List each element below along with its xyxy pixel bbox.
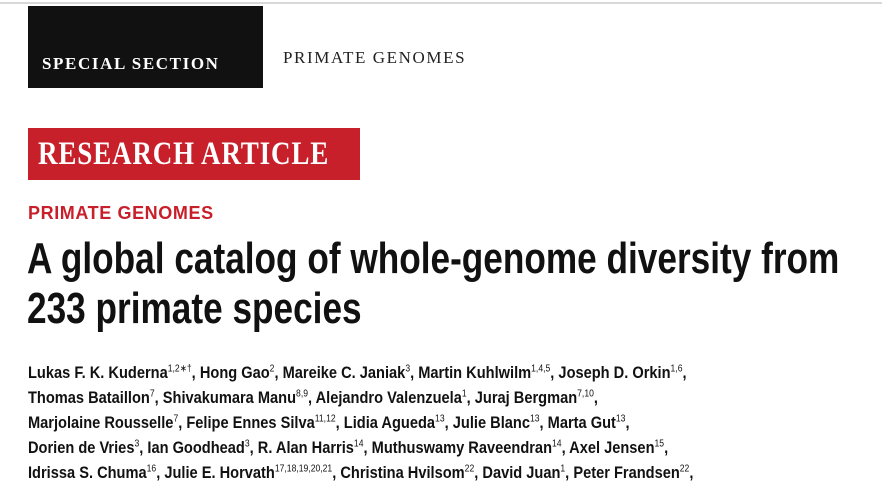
author-name: Joseph D. Orkin [558,363,671,382]
affiliation: 7 [149,388,155,400]
author-name: Marjolaine Rousselle [28,413,174,432]
affiliation: 11,12 [314,413,336,425]
author-name: R. Alan Harris [257,438,354,457]
affiliation: 13 [529,413,540,425]
author-name: Lukas F. K. Kuderna [28,363,168,382]
author-name: Julie E. Horvath [164,463,275,482]
author-name: Idrissa S. Chuma [28,463,147,482]
author-name: Ian Goodhead [147,438,245,457]
separator: , [274,363,279,382]
affiliation: 16 [146,463,157,475]
author-name: Dorien de Vries [28,438,135,457]
author-name: David Juan [482,463,561,482]
separator: , [335,413,340,432]
affiliation: 3 [405,363,411,375]
author-line: Marjolaine Rousselle7, Felipe Ennes Silv… [28,410,693,435]
separator: , [249,438,254,457]
author-name: Axel Jensen [569,438,655,457]
affiliation: 1,4,5 [531,363,551,375]
separator: , [444,413,449,432]
affiliation: 22 [679,463,690,475]
separator: , [139,438,144,457]
separator: , [539,413,544,432]
article-type: RESEARCH ARTICLE [38,136,330,172]
author-name: Christina Hvilsom [340,463,465,482]
author-name: Peter Frandsen [573,463,680,482]
affiliation: 2 [269,363,275,375]
author-name: Lidia Agueda [343,413,436,432]
separator: , [191,363,196,382]
affiliation: 1 [560,463,566,475]
separator: , [682,363,687,382]
title-line: A global catalog of whole-genome diversi… [27,234,840,283]
separator: , [156,463,161,482]
author-name: Hong Gao [199,363,270,382]
author-name: Thomas Bataillon [28,388,150,407]
category: PRIMATE GENOMES [28,203,214,223]
affiliation: 14 [552,438,562,450]
section-badge: SPECIAL SECTION [28,6,263,88]
author-name: Marta Gut [547,413,616,432]
separator: , [625,413,630,432]
author-name: Felipe Ennes Silva [186,413,315,432]
separator: , [410,363,415,382]
author-line: Lukas F. K. Kuderna1,2∗†, Hong Gao2, Mar… [28,360,693,385]
affiliation: 7 [173,413,179,425]
section-topic: PRIMATE GENOMES [283,48,467,67]
affiliation: 1 [461,388,467,400]
affiliation: 13 [615,413,626,425]
separator: , [332,463,337,482]
separator: , [689,463,694,482]
author-name: Muthuswamy Raveendran [371,438,553,457]
author-line: Dorien de Vries3, Ian Goodhead3, R. Alan… [28,435,693,460]
affiliation: 15 [654,438,665,450]
separator: , [664,438,669,457]
top-rule [0,2,882,4]
title: A global catalog of whole-genome diversi… [27,234,839,334]
affiliation: 17,18,19,20,21 [274,463,333,475]
separator: , [565,463,570,482]
affiliation: 3 [244,438,250,450]
article-type-badge: RESEARCH ARTICLE [28,128,360,180]
affiliation: 3 [134,438,140,450]
affiliation: 7,10 [577,388,594,400]
affiliation: 22 [464,463,475,475]
separator: , [363,438,368,457]
authors: Lukas F. K. Kuderna1,2∗†, Hong Gao2, Mar… [28,360,693,485]
affiliation: 1,6 [670,363,683,375]
author-line: Idrissa S. Chuma16, Julie E. Horvath17,1… [28,460,693,485]
separator: , [307,388,313,407]
separator: , [561,438,566,457]
author-name: Shivakumara Manu [162,388,297,407]
separator: , [474,463,479,482]
author-name: Martin Kuhlwilm [418,363,532,382]
separator: , [550,363,555,382]
title-line: 233 primate species [27,284,362,333]
author-name: Alejandro Valenzuela [315,388,462,407]
affiliation: 8,9 [296,388,308,400]
author-name: Mareike C. Janiak [282,363,406,382]
affiliation: 13 [435,413,445,425]
affiliation: 14 [353,438,364,450]
separator: , [178,413,183,432]
separator: , [466,388,471,407]
author-name: Juraj Bergman [474,388,578,407]
author-line: Thomas Bataillon7, Shivakumara Manu8,9, … [28,385,693,410]
author-name: Julie Blanc [452,413,530,432]
separator: , [154,388,159,407]
affiliation: 1,2∗† [167,363,192,375]
section-label: SPECIAL SECTION [42,54,220,73]
separator: , [593,388,598,407]
